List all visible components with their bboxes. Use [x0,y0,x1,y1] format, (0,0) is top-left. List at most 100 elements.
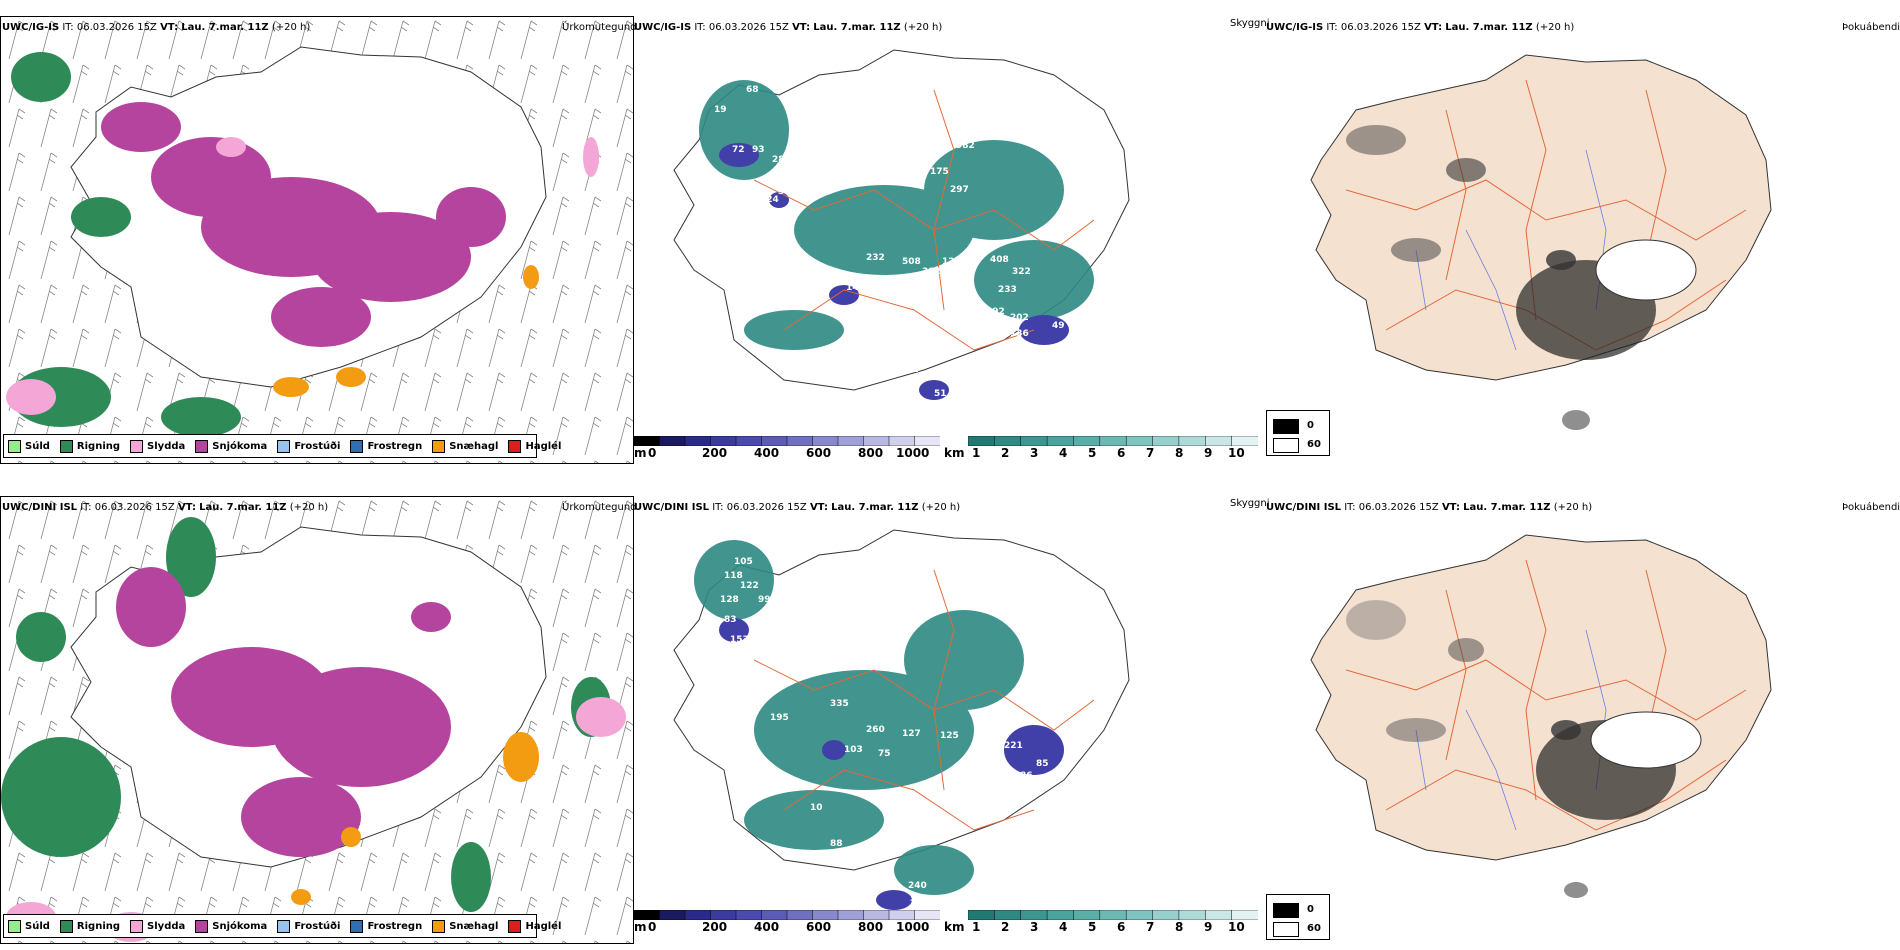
legend-swatch [130,439,144,453]
colorbar-segment [888,436,916,446]
row-2: Súld Rigning Slydda Snjókoma Frostúði Fr… [0,480,1900,950]
graupel-areas [291,732,539,905]
colorbar-segment [710,436,737,446]
colorbar-segment [812,910,839,920]
legend-swatch [195,919,209,933]
vis-num: 337 [1164,219,1183,229]
legend-swatch [195,439,209,453]
vis-num: 322 [1012,267,1031,277]
vis-num: 448 [784,593,803,603]
panel-title-precip-row2: Úrkomutegund [562,502,637,513]
sleet-areas [6,137,599,415]
colorbar-segment [1099,436,1127,446]
colorbar-segment [994,910,1022,920]
fog-areas [1346,600,1702,898]
colorbar-segment [761,436,788,446]
roads [753,569,1095,831]
legend-swatch [130,919,144,933]
precip-type-panel-row1: Súld Rigning Slydda Snjókoma Frostúði Fr… [0,16,634,464]
colorbar-segment [684,910,712,920]
legend-swatch [8,919,21,933]
colorbar-segment [1231,910,1258,920]
vis-num: 49 [1052,321,1065,331]
colorbar-segment [659,436,686,446]
vis-num: 69 [870,655,883,665]
vis-num: 221 [1004,741,1023,751]
legend-swatch [432,439,446,453]
vis-num: 292 [986,307,1005,317]
vis-num: 125 [940,731,959,741]
colorbar-segment [914,910,940,920]
fog-map-row1 [1310,54,1772,430]
vis-num: 85 [1036,759,1049,769]
visibility-labels: 105 118 122 448 128 991 83 336 153 69 33… [708,557,1159,909]
fog-areas [1346,125,1697,430]
vis-num: 75 [878,749,891,759]
vis-num: 51 [934,389,947,399]
fog-panel-row1 [1266,30,1900,460]
colorbar-segment [1099,910,1127,920]
vis-num: 335 [830,699,849,709]
legend-item-haglel: Haglél [508,919,561,933]
legend-item-snaehagl: Snæhagl [432,919,498,933]
colorbar-segment [1046,910,1075,920]
colorbar-segment [1152,436,1180,446]
ceiling-areas [719,143,1069,400]
legend-swatch [432,919,446,933]
vis-num: 19 [714,105,727,115]
vis-num: 88 [830,839,843,849]
vis-num: 175 [930,167,949,177]
visibility-colorbar-row2 [968,910,1258,920]
colorbar-segment [1073,910,1101,920]
panel-title-fog-row1: Þokuábendi [1842,22,1900,33]
colorbar-segment [837,910,865,920]
legend-swatch [59,439,73,453]
vis-num: 240 [908,881,927,891]
colorbar-segment [684,436,712,446]
ceiling-areas [719,618,1064,910]
vis-num: 75 [910,899,923,909]
vis-num: 127 [942,257,961,267]
vis-num: 195 [770,713,789,723]
legend-swatch [350,919,364,933]
legend-item-frostregn: Frostregn [350,439,422,453]
vis-num: 408 [990,255,1009,265]
vis-num: 103 [844,745,863,755]
colorbar-segment [914,436,940,446]
fog-panel-row2 [1266,510,1900,940]
legend-swatch [277,919,291,933]
vis-num: 757 [1100,279,1119,289]
vis-num: 72 [732,145,745,155]
vis-num: 105 [734,557,753,567]
colorbar-segment [1020,910,1048,920]
colorbar-segment [968,910,996,920]
legend-swatch [508,439,522,453]
snow-areas [116,567,451,857]
vis-num: 11 [906,365,919,375]
panel-title-visibility-row2: Skyggni [1230,498,1270,509]
colorbar-segment [1152,910,1180,920]
vis-num: 47 [1058,345,1071,355]
vis-num: 233 [998,285,1017,295]
visibility-panel-row1: 68 63 19 72 93 28 124 311 982 175 297 76… [634,30,1264,460]
roads [1345,79,1747,351]
vis-num: 311 [778,187,797,197]
colorbar-segment [1205,910,1233,920]
vis-num: 116 [1084,313,1103,323]
colorbar-segment [812,436,839,446]
vis-num: 118 [724,571,743,581]
legend-item-slydda: Slydda [130,439,185,453]
colorbar-segment [863,436,890,446]
colorbar-segment [1073,436,1101,446]
precip-type-panel-row2: Súld Rigning Slydda Snjókoma Frostúði Fr… [0,496,634,944]
colorbar-segment [1125,436,1154,446]
vis-num: 236 [988,729,1007,739]
legend-item-sudl: Súld [8,919,50,933]
legend-item-sudl: Súld [8,439,50,453]
legend-item-snaehagl: Snæhagl [432,439,498,453]
vis-num: 127 [902,729,921,739]
legend-item-frostudi: Frostúði [277,919,340,933]
row-1: Súld Rigning Slydda Snjókoma Frostúði Fr… [0,0,1900,470]
visibility-map-row2: 105 118 122 448 128 991 83 336 153 69 33… [673,529,1159,910]
vis-num: 122 [740,581,759,591]
